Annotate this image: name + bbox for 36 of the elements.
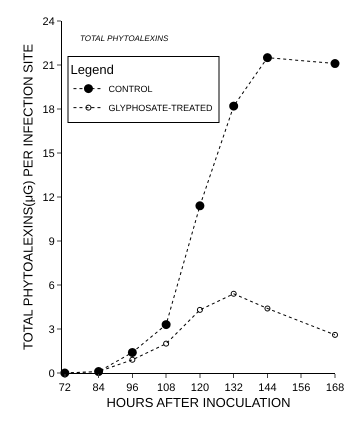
x-tick-label: 84: [92, 382, 105, 394]
x-tick-label: 144: [258, 382, 277, 394]
y-tick-label: 12: [42, 192, 55, 204]
annotation: TOTAL PHYTOALEXINS: [80, 34, 169, 43]
point: [163, 340, 170, 347]
point: [330, 59, 340, 68]
legend-label: GLYPHOSATE-TREATED: [108, 103, 213, 114]
x-tick-label: 132: [224, 382, 243, 394]
y-axis-title: TOTAL PHYTOALEXINS(μG) PER INFECTION SITE: [20, 44, 36, 350]
point: [128, 348, 137, 357]
x-tick-label: 156: [292, 382, 310, 394]
x-tick-label: 72: [58, 382, 71, 394]
point: [262, 53, 272, 62]
y-tick-label: 9: [48, 236, 55, 248]
y-tick-label: 18: [42, 104, 55, 116]
point: [196, 306, 203, 313]
y-tick-label: 24: [42, 16, 55, 28]
point: [264, 305, 270, 312]
y-tick-label: 6: [48, 280, 55, 292]
point: [195, 201, 204, 210]
point: [332, 332, 338, 338]
x-tick-label: 120: [190, 382, 210, 394]
legend-label: CONTROL: [108, 84, 152, 94]
y-tick-label: 15: [42, 148, 55, 160]
point: [162, 320, 171, 330]
y-tick-label: 0: [48, 368, 55, 380]
y-tick-label: 3: [48, 324, 55, 336]
y-tick-label: 21: [42, 60, 55, 72]
x-tick-label: 108: [156, 382, 176, 394]
x-axis-title: HOURS AFTER INOCULATION: [106, 394, 290, 410]
legend-title: Legend: [70, 62, 114, 78]
x-tick-label: 96: [126, 382, 138, 394]
x-tick-label: 168: [326, 382, 344, 394]
point: [229, 102, 238, 111]
point: [230, 290, 237, 297]
point: [129, 356, 136, 363]
